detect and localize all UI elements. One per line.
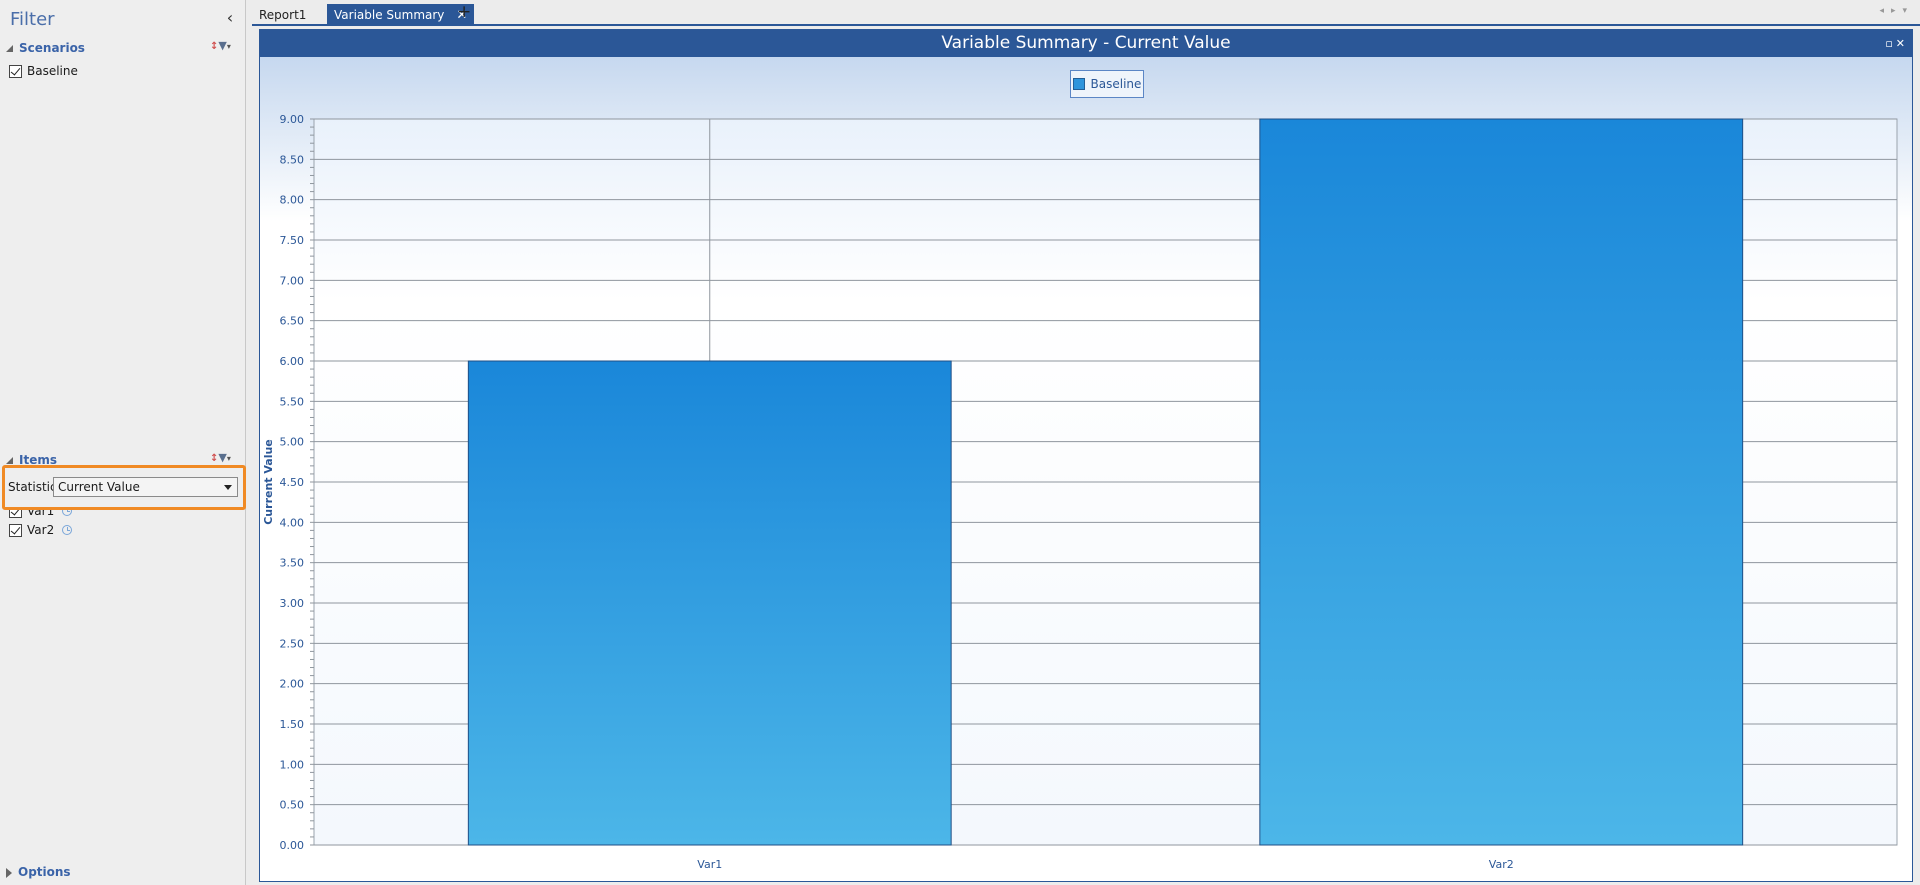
items-section-header[interactable]: Items	[6, 453, 57, 467]
bar-chart: 0.00 0.50 1.00 1.50 2.00 2.50 3.00 3.50 4.00 4.50…	[262, 113, 1898, 871]
tab-report1[interactable]: Report1	[252, 4, 313, 26]
y-tick-label: 1.00	[280, 758, 305, 771]
clock-icon	[62, 525, 73, 535]
item-row-var2[interactable]: Var2	[9, 523, 73, 537]
y-tick-label: 0.00	[280, 839, 305, 852]
sort-filter-icon[interactable]: ↕▼▾	[210, 451, 231, 464]
scenario-item-baseline[interactable]: Baseline	[9, 64, 78, 78]
statistic-highlight-box: Statistic: Current Value	[2, 465, 246, 510]
options-section-header[interactable]: Options	[6, 865, 71, 879]
tab-label: Report1	[259, 8, 307, 22]
scenario-label: Baseline	[27, 64, 78, 78]
scenarios-header-label: Scenarios	[19, 41, 85, 55]
x-tick-label: Var2	[1489, 858, 1514, 871]
scenarios-section-header[interactable]: Scenarios	[6, 41, 85, 55]
y-tick-label: 0.50	[280, 799, 305, 812]
y-tick-label: 1.50	[280, 718, 305, 731]
report-title: Variable Summary - Current Value	[941, 33, 1231, 53]
y-tick-label: 8.00	[280, 194, 305, 207]
close-icon[interactable]: ✕	[456, 8, 468, 23]
checkbox-icon[interactable]	[9, 64, 22, 78]
y-tick-label: 3.50	[280, 557, 305, 570]
report-header: Variable Summary - Current Value ▫✕	[260, 30, 1912, 57]
filter-panel-title: Filter	[10, 9, 55, 30]
expand-triangle-icon	[6, 867, 12, 878]
filter-panel: Filter ‹ Scenarios ↕▼▾ Baseline Items ↕▼…	[0, 0, 246, 885]
statistic-dropdown[interactable]: Current Value	[53, 477, 238, 497]
checkbox-icon[interactable]	[9, 523, 22, 537]
y-tick-label: 6.50	[280, 315, 305, 328]
expand-triangle-icon	[6, 45, 13, 52]
y-tick-label: 5.50	[280, 395, 305, 408]
y-tick-label: 5.00	[280, 436, 305, 449]
sort-filter-icon[interactable]: ↕▼▾	[210, 39, 231, 52]
y-tick-label: 9.00	[280, 113, 305, 126]
statistic-label: Statistic:	[8, 480, 61, 494]
items-header-label: Items	[19, 453, 57, 467]
y-tick-label: 2.50	[280, 637, 305, 650]
tab-strip: Report1 Variable Summary ✕ + ◂▸▾	[252, 0, 1920, 26]
y-tick-label: 7.00	[280, 274, 305, 287]
x-tick-label: Var1	[697, 858, 722, 871]
chart-area: Baseline 0.00 0.50 1.00 1.50 2.00 2.50 3.00 3.5…	[260, 57, 1912, 881]
legend-label: Baseline	[1090, 77, 1142, 91]
y-tick-label: 8.50	[280, 153, 305, 166]
item-label: Var2	[27, 523, 55, 537]
collapse-panel-icon[interactable]: ‹	[226, 8, 234, 27]
chevron-down-icon	[224, 485, 232, 490]
window-buttons[interactable]: ▫✕	[1885, 37, 1908, 50]
y-tick-label: 4.50	[280, 476, 305, 489]
statistic-selected-value: Current Value	[58, 480, 140, 494]
bar-var2[interactable]	[1259, 118, 1744, 846]
y-tick-label: 4.00	[280, 516, 305, 529]
tab-variable-summary[interactable]: Variable Summary ✕	[327, 4, 475, 26]
chart-legend[interactable]: Baseline	[1070, 70, 1144, 98]
y-tick-label: 3.00	[280, 597, 305, 610]
y-tick-label: 6.00	[280, 355, 305, 368]
report-pane: Variable Summary - Current Value ▫✕ Base…	[259, 29, 1913, 882]
options-label: Options	[18, 865, 71, 879]
tab-nav-arrows[interactable]: ◂▸▾	[1879, 6, 1914, 16]
add-tab-icon[interactable]: +	[457, 2, 472, 22]
y-tick-label: 7.50	[280, 234, 305, 247]
legend-swatch	[1072, 78, 1085, 90]
bar-var1[interactable]	[467, 360, 952, 846]
y-tick-label: 2.00	[280, 678, 305, 691]
y-axis-title: Current Value	[262, 439, 275, 525]
tab-label: Variable Summary	[334, 8, 445, 22]
expand-triangle-icon	[6, 457, 13, 464]
